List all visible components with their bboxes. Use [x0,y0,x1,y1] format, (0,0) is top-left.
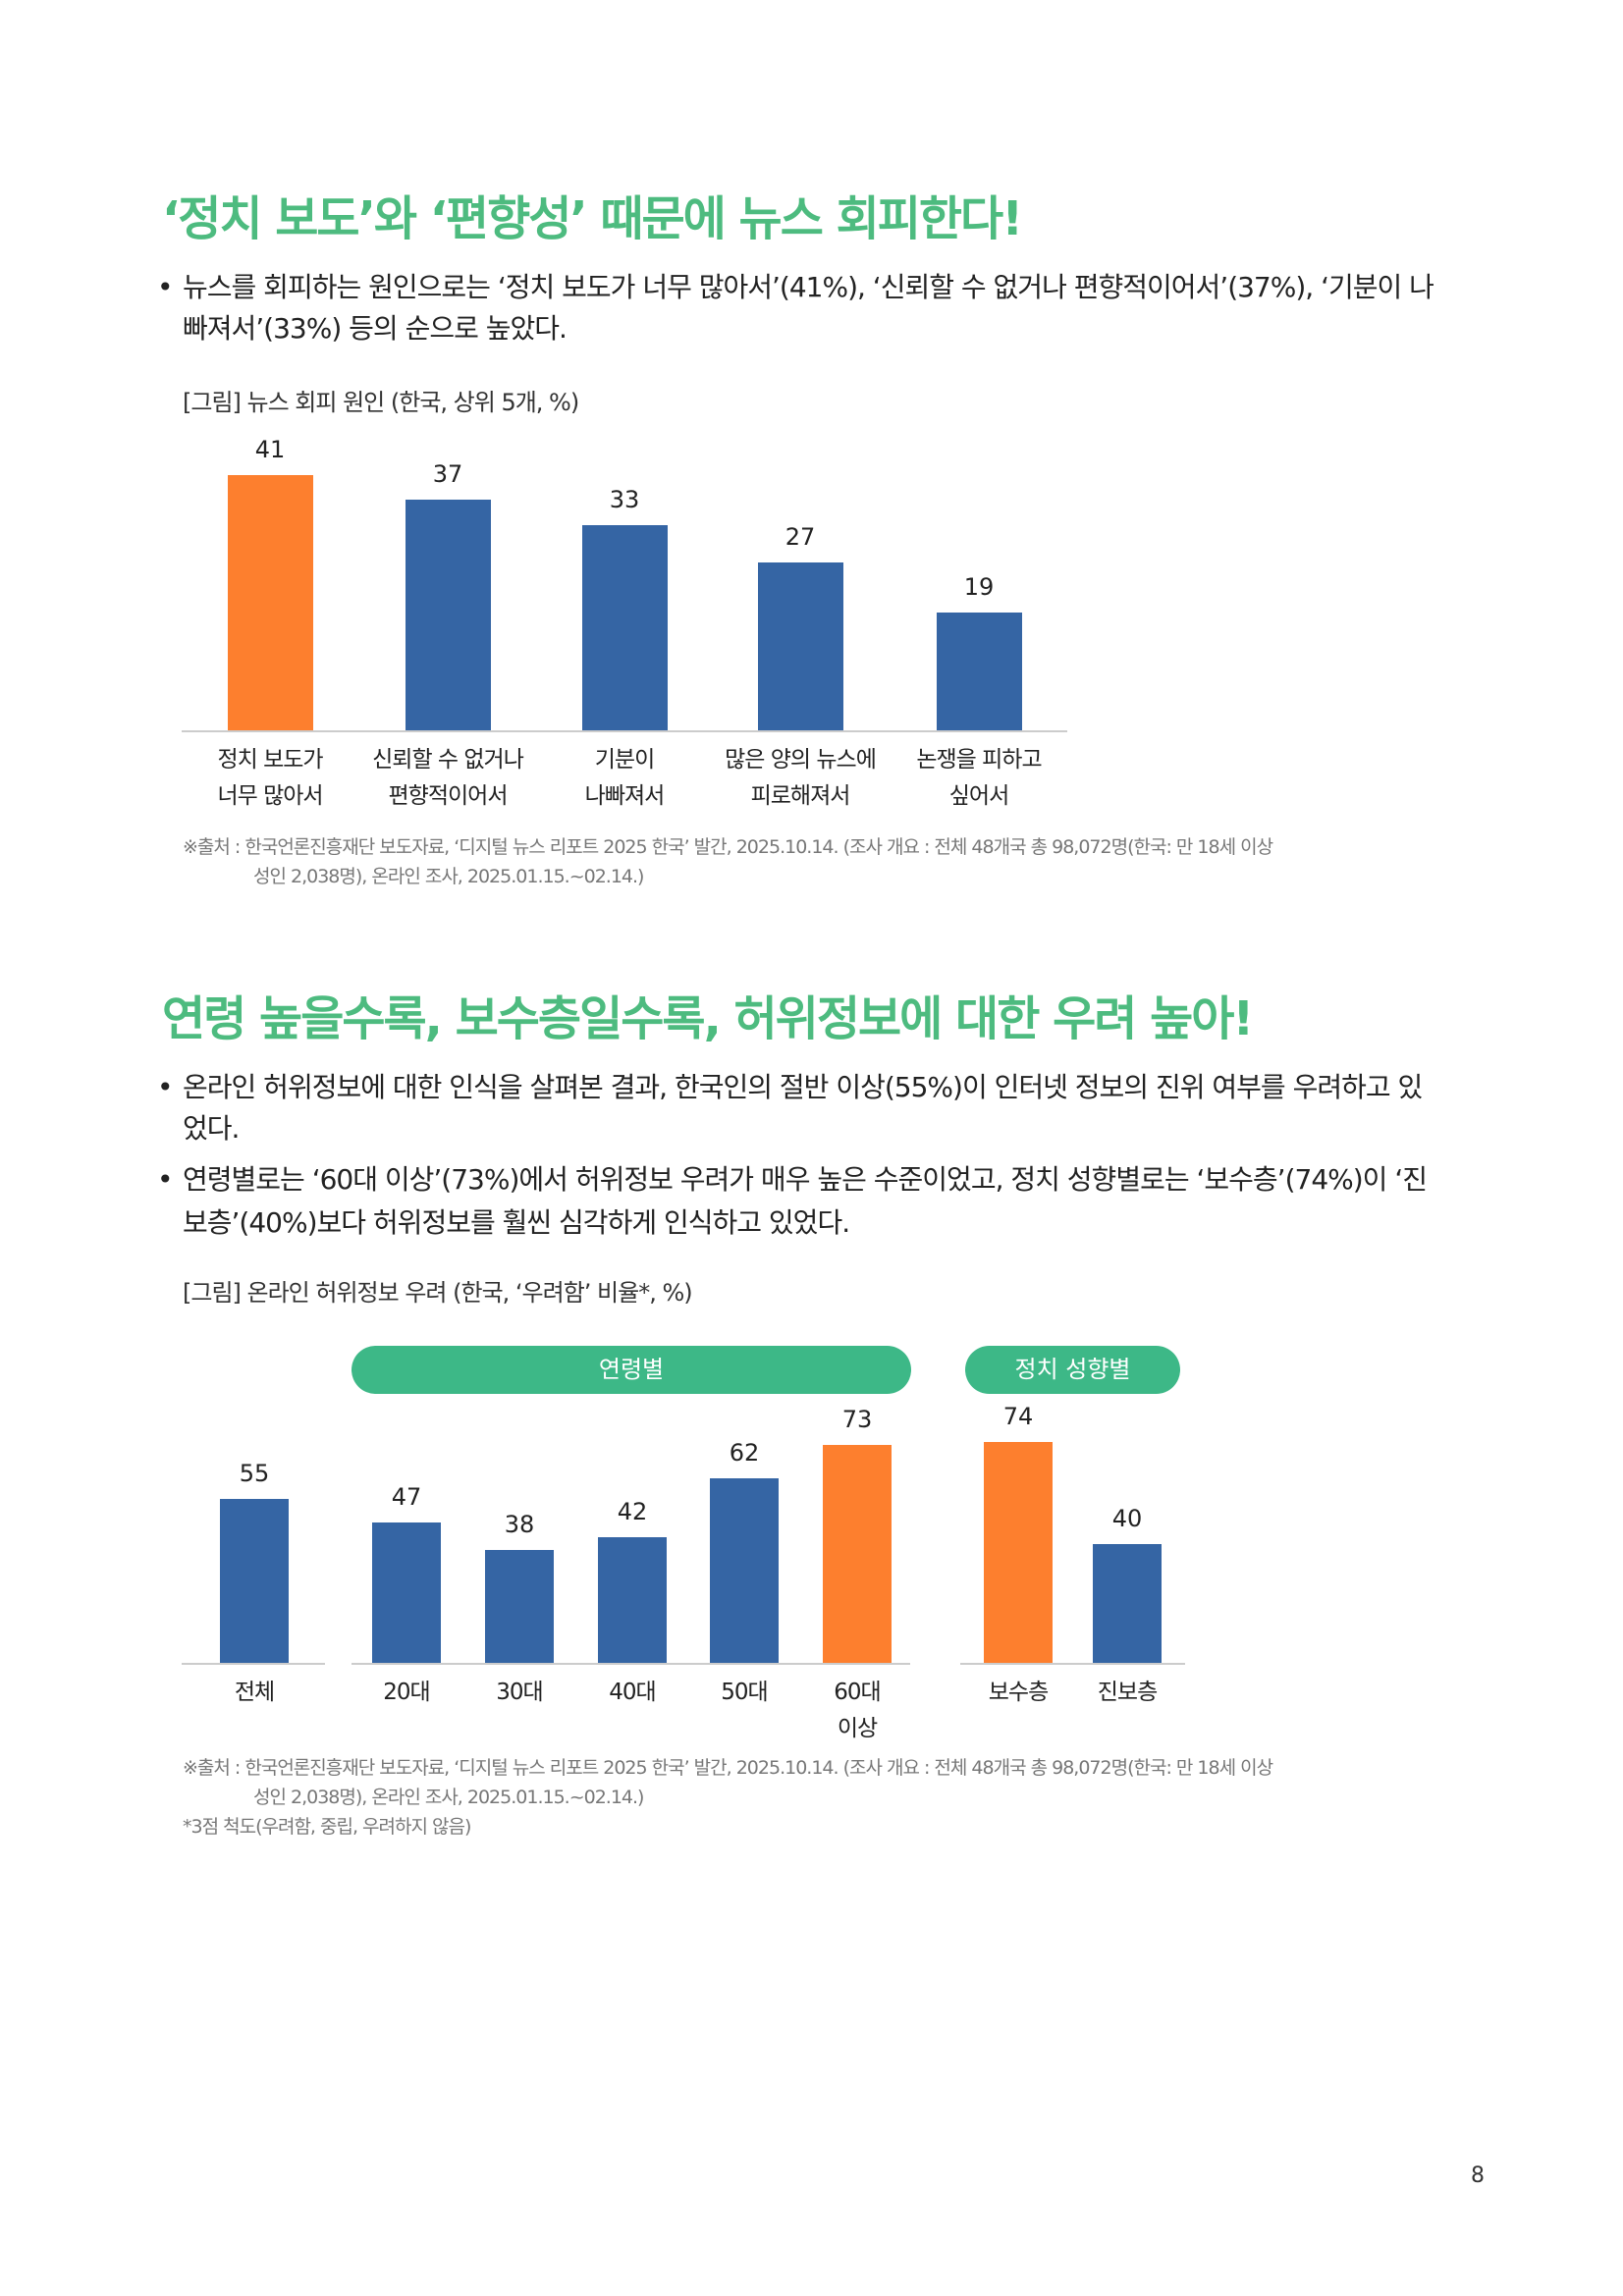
data-label: 27 [784,522,816,551]
category-label: 보수층 [988,1680,1049,1705]
data-label: 47 [391,1483,422,1512]
figure-caption: [그림] 뉴스 회피 원인 (한국, 상위 5개, %) [183,389,579,416]
data-label: 41 [254,436,286,463]
data-label: 62 [729,1438,760,1467]
group-label-politics: 정치 성향별 [965,1346,1180,1394]
group-label-age: 연령별 [352,1346,911,1394]
data-label: 74 [1002,1403,1034,1431]
source-note: ※출처 : 한국언론진흥재단 보도자료, ‘디지털 뉴스 리포트 2025 한국… [183,1757,1273,1779]
data-label: 40 [1111,1504,1143,1532]
category-label: 40대 [609,1680,656,1705]
bar [405,500,491,730]
bar [227,475,313,730]
data-label: 19 [963,572,995,601]
x-axis-line [960,1663,1185,1665]
bar [936,612,1022,730]
bar [372,1522,441,1663]
category-label: 50대 [721,1680,768,1705]
category-label: 기분이 나빠져서 [584,747,666,809]
bullet-marker: • [157,1163,173,1196]
category-label: 정치 보도가 너무 많아서 [217,747,323,809]
page-number: 8 [1471,2163,1485,2188]
bullet-marker: • [157,271,173,303]
data-label: 55 [239,1460,270,1487]
source-note: ※출처 : 한국언론진흥재단 보도자료, ‘디지털 뉴스 리포트 2025 한국… [183,836,1273,858]
data-label: 37 [432,460,463,489]
data-label: 42 [617,1498,648,1526]
bullet-marker: • [157,1071,173,1103]
x-axis-line [182,1663,325,1665]
data-label: 38 [504,1510,535,1538]
data-label: 73 [841,1406,873,1434]
bar [823,1445,892,1663]
bar [598,1537,667,1663]
bullet-text: 었다. [183,1112,240,1145]
bar [710,1477,779,1663]
bar [757,561,843,730]
bar [220,1499,289,1663]
category-label: 신뢰할 수 없거나 편향적이어서 [372,747,524,809]
source-note: 성인 2,038명), 온라인 조사, 2025.01.15.~02.14.) [253,1787,644,1808]
category-label: 진보층 [1097,1680,1158,1705]
category-label: 논쟁을 피하고 싶어서 [916,747,1042,809]
source-note: 성인 2,038명), 온라인 조사, 2025.01.15.~02.14.) [253,866,644,887]
category-label: 전체 [234,1680,275,1705]
bullet-text: 빠져서’(33%) 등의 순으로 높았다. [183,312,568,345]
x-axis-line [182,730,1067,732]
figure-caption: [그림] 온라인 허위정보 우려 (한국, ‘우려함’ 비율*, %) [183,1279,693,1307]
footnote: *3점 척도(우려함, 중립, 우려하지 않음) [183,1816,471,1838]
bar [984,1442,1053,1663]
category-label: 많은 양의 뉴스에 피로해져서 [725,747,877,809]
section-title: ‘정치 보도’와 ‘편향성’ 때문에 뉴스 회피한다! [162,191,1023,246]
section-title: 연령 높을수록, 보수층일수록, 허위정보에 대한 우려 높아! [162,991,1254,1046]
bullet-text: 온라인 허위정보에 대한 인식을 살펴본 결과, 한국인의 절반 이상(55%)… [183,1071,1423,1103]
bullet-text: 뉴스를 회피하는 원인으로는 ‘정치 보도가 너무 많아서’(41%), ‘신뢰… [183,271,1434,303]
bar [1093,1543,1162,1663]
bar [581,524,668,730]
category-label: 60대 이상 [834,1680,881,1741]
category-label: 30대 [496,1680,543,1705]
category-label: 20대 [383,1680,430,1705]
bullet-text: 연령별로는 ‘60대 이상’(73%)에서 허위정보 우려가 매우 높은 수준이… [183,1163,1428,1196]
bullet-text: 보층’(40%)보다 허위정보를 훨씬 심각하게 인식하고 있었다. [183,1206,850,1239]
data-label: 33 [609,485,640,513]
x-axis-line [352,1663,910,1665]
bar [485,1549,554,1663]
